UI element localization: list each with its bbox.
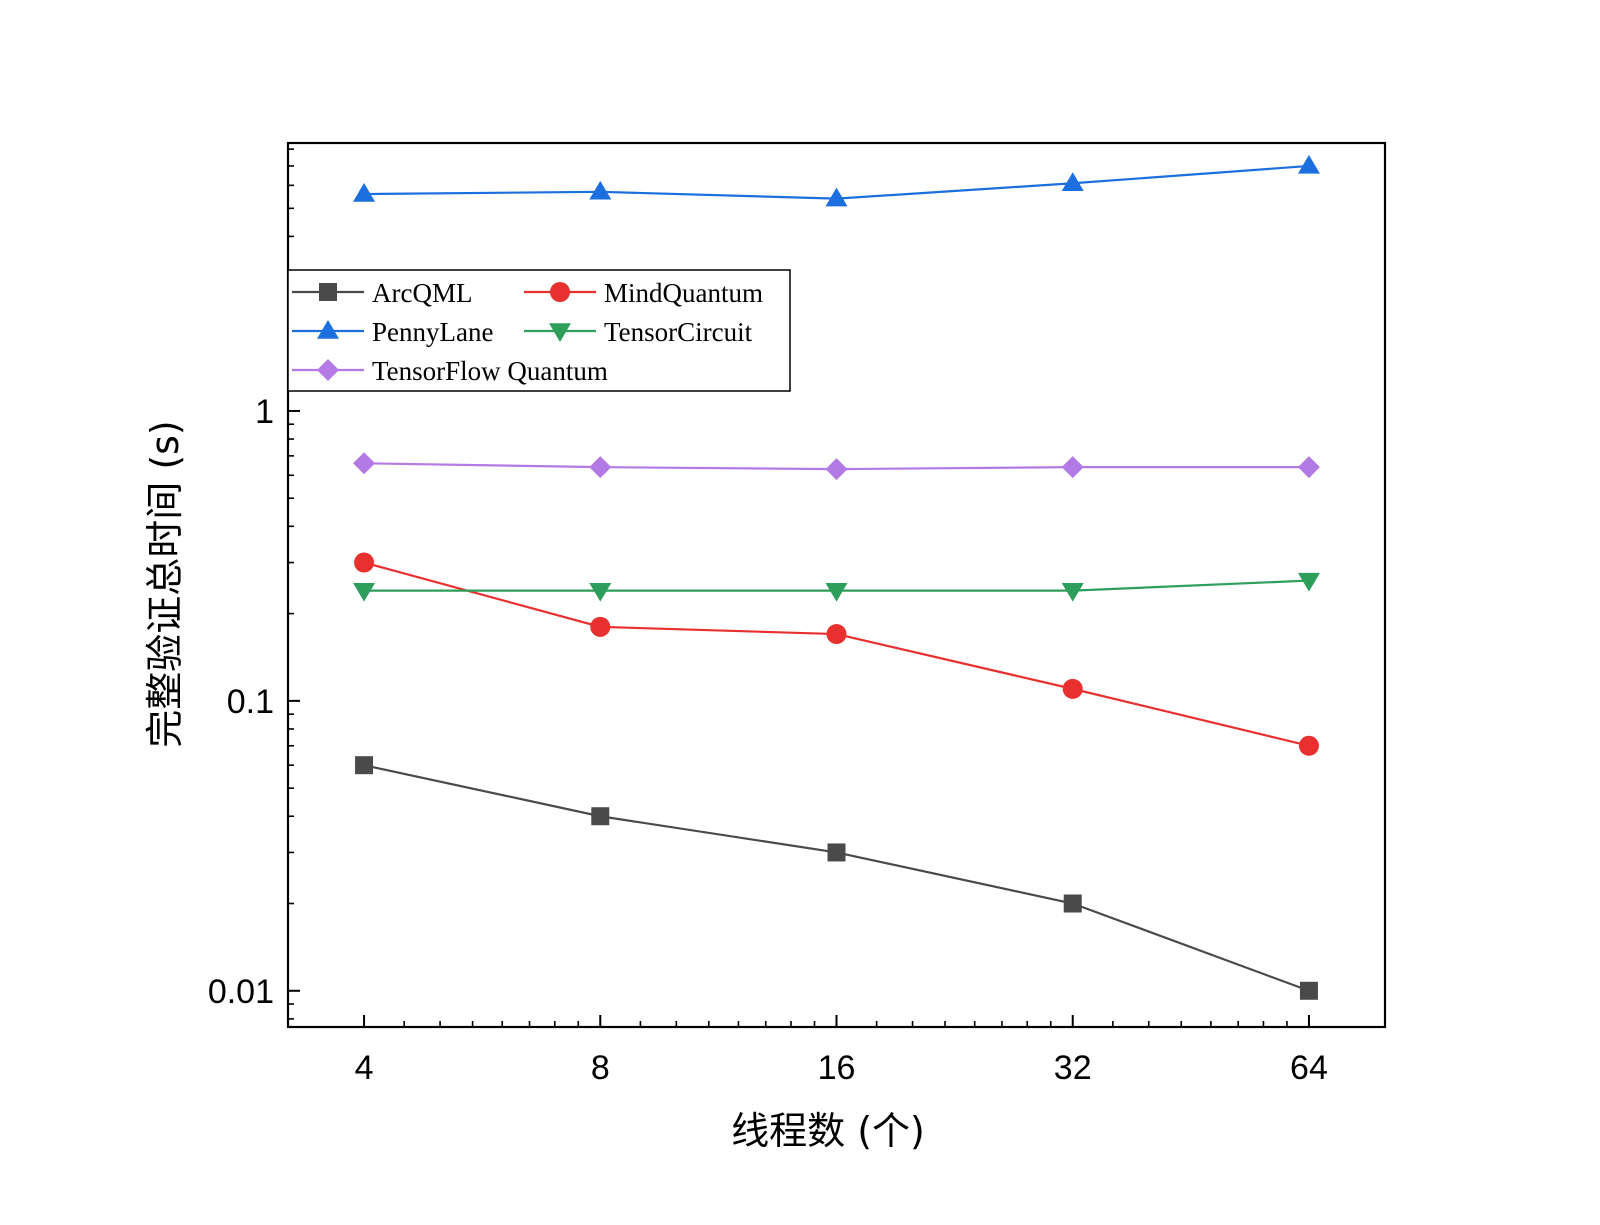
legend-marker <box>317 320 339 339</box>
legend-item-tensorflow-quantum: TensorFlow Quantum <box>292 356 608 386</box>
data-point-arcqml <box>1299 981 1318 1000</box>
legend-item-pennylane: PennyLane <box>292 317 493 347</box>
data-point-tensorcircuit <box>353 582 376 602</box>
legend-item-tensorcircuit: TensorCircuit <box>524 317 753 347</box>
axes: 4 8 16 32 64 0.01 0.1 1 <box>208 141 1387 1087</box>
series-pennylane <box>353 154 1320 207</box>
series-tensorcircuit <box>353 572 1320 602</box>
legend-item-mindquantum: MindQuantum <box>524 278 763 308</box>
data-point-mindquantum <box>1062 678 1083 699</box>
data-point-tensorflow-quantum <box>1297 456 1320 479</box>
data-point-pennylane <box>353 183 376 202</box>
data-point-tensorflow-quantum <box>825 458 848 481</box>
legend-label: TensorFlow Quantum <box>372 356 608 386</box>
data-point-tensorcircuit <box>1297 572 1320 592</box>
data-point-pennylane <box>1061 172 1084 191</box>
data-point-pennylane <box>1297 154 1320 174</box>
y-axis-title: 完整验证总时间 (s) <box>143 420 187 748</box>
legend-label: ArcQML <box>372 278 472 308</box>
data-point-arcqml <box>827 843 846 862</box>
legend-marker <box>549 323 571 342</box>
legend-label: TensorCircuit <box>604 317 753 347</box>
y-tick-label: 0.1 <box>227 683 274 721</box>
series-line-arcqml <box>363 764 1310 992</box>
x-axis-title: 线程数 (个) <box>731 1109 925 1153</box>
series-group <box>353 154 1320 1000</box>
data-point-pennylane <box>589 180 612 200</box>
data-point-mindquantum <box>590 616 611 637</box>
data-point-tensorflow-quantum <box>353 452 376 475</box>
data-point-pennylane <box>825 187 848 207</box>
x-tick-label: 32 <box>1054 1049 1092 1087</box>
data-point-tensorflow-quantum <box>589 456 612 479</box>
data-point-tensorflow-quantum <box>1061 456 1084 479</box>
x-tick-label: 16 <box>818 1049 856 1087</box>
y-tick-label: 0.01 <box>208 973 274 1011</box>
data-point-mindquantum <box>1298 735 1319 756</box>
legend: ArcQML MindQuantum PennyLane TensorCircuit T… <box>287 269 791 392</box>
x-tick-label: 8 <box>591 1049 610 1087</box>
x-tick-label: 4 <box>355 1049 374 1087</box>
data-point-arcqml <box>355 756 374 775</box>
series-mindquantum <box>354 552 1319 756</box>
legend-label: MindQuantum <box>604 278 763 308</box>
legend-item-arcqml: ArcQML <box>292 278 472 308</box>
legend-label: PennyLane <box>372 317 493 347</box>
data-point-tensorcircuit <box>1061 582 1084 602</box>
data-point-arcqml <box>591 807 610 826</box>
data-point-arcqml <box>1063 894 1082 913</box>
data-point-tensorcircuit <box>825 582 848 602</box>
legend-marker <box>319 283 337 301</box>
x-tick-label: 64 <box>1290 1049 1328 1087</box>
series-tensorflow-quantum <box>353 452 1320 481</box>
legend-marker <box>550 282 570 302</box>
y-tick-label: 1 <box>255 393 274 431</box>
series-arcqml <box>355 756 1318 1000</box>
data-point-tensorcircuit <box>589 582 612 602</box>
data-point-mindquantum <box>354 552 375 573</box>
legend-marker <box>317 359 339 381</box>
data-point-mindquantum <box>826 624 847 645</box>
